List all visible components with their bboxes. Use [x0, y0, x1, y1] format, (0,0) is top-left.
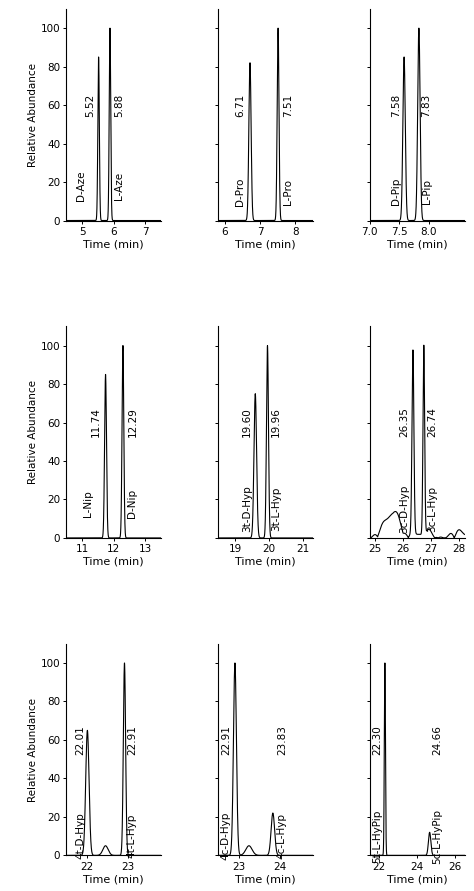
Text: 5t-L-HyPip: 5t-L-HyPip [373, 809, 383, 862]
Text: 3c-L-Hyp: 3c-L-Hyp [427, 486, 437, 532]
X-axis label: Time (min): Time (min) [387, 240, 447, 249]
Text: 23.83: 23.83 [277, 725, 287, 755]
Text: 26.74: 26.74 [427, 407, 437, 437]
Text: 22.91: 22.91 [127, 725, 137, 755]
Text: L-Pro: L-Pro [283, 179, 293, 205]
X-axis label: Time (min): Time (min) [83, 557, 144, 567]
Text: 12.29: 12.29 [128, 407, 137, 437]
X-axis label: Time (min): Time (min) [387, 874, 447, 885]
Text: 7.83: 7.83 [421, 94, 432, 117]
Text: 4t-L-Hyp: 4t-L-Hyp [127, 814, 137, 858]
Y-axis label: Relative Abundance: Relative Abundance [27, 62, 38, 167]
Text: 6.71: 6.71 [235, 94, 245, 117]
X-axis label: Time (min): Time (min) [235, 240, 296, 249]
Text: L-Nip: L-Nip [83, 490, 93, 517]
Text: 11.74: 11.74 [91, 407, 101, 437]
Text: 22.01: 22.01 [75, 725, 85, 755]
Text: 4t-D-Hyp: 4t-D-Hyp [75, 813, 85, 860]
Text: D-Pro: D-Pro [235, 177, 245, 206]
Text: D-Pip: D-Pip [392, 178, 401, 205]
Text: L-Aze: L-Aze [114, 172, 124, 200]
Text: 24.66: 24.66 [432, 725, 442, 755]
Text: 7.58: 7.58 [392, 94, 401, 117]
Text: 5c-L-HyPip: 5c-L-HyPip [432, 809, 442, 863]
Text: 5.88: 5.88 [114, 94, 124, 117]
Text: 4c-D-Hyp: 4c-D-Hyp [221, 812, 231, 861]
Text: 3c-D-Hyp: 3c-D-Hyp [400, 485, 410, 534]
Text: 4c-L-Hyp: 4c-L-Hyp [277, 813, 287, 859]
Text: 19.96: 19.96 [271, 407, 281, 437]
X-axis label: Time (min): Time (min) [235, 874, 296, 885]
Text: 26.35: 26.35 [400, 407, 410, 437]
Text: 3t-L-Hyp: 3t-L-Hyp [271, 486, 281, 531]
Text: 22.91: 22.91 [221, 725, 231, 755]
Text: 19.60: 19.60 [242, 408, 252, 437]
X-axis label: Time (min): Time (min) [83, 240, 144, 249]
Y-axis label: Relative Abundance: Relative Abundance [27, 380, 38, 484]
Text: 5.52: 5.52 [85, 94, 95, 117]
Text: 7.51: 7.51 [283, 94, 293, 117]
Text: D-Aze: D-Aze [76, 171, 86, 201]
Text: L-Pip: L-Pip [421, 179, 432, 204]
Text: 3t-D-Hyp: 3t-D-Hyp [242, 486, 252, 533]
Text: D-Nip: D-Nip [128, 489, 137, 518]
Y-axis label: Relative Abundance: Relative Abundance [27, 698, 38, 802]
X-axis label: Time (min): Time (min) [387, 557, 447, 567]
X-axis label: Time (min): Time (min) [83, 874, 144, 885]
X-axis label: Time (min): Time (min) [235, 557, 296, 567]
Text: 22.30: 22.30 [373, 725, 383, 755]
